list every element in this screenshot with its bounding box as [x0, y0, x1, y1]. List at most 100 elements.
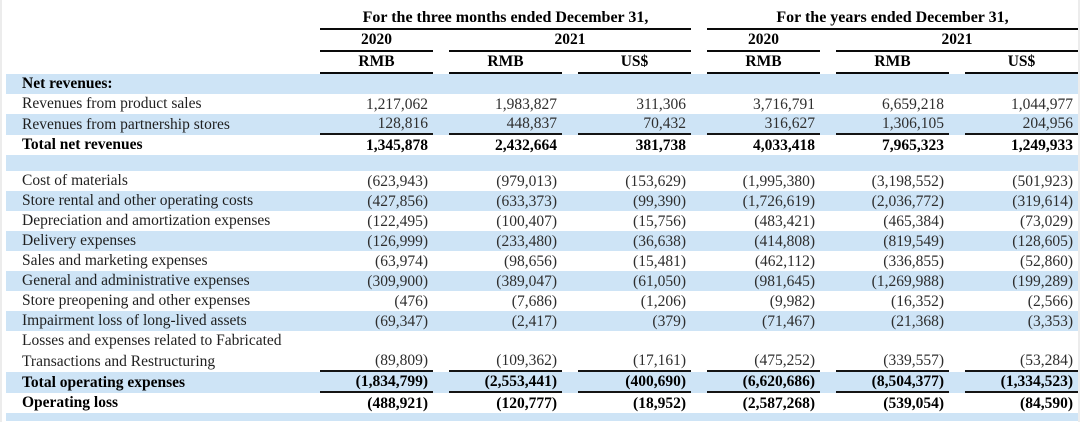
value-cell: (1,206): [562, 291, 691, 311]
value-cell: [562, 74, 691, 94]
cell-value: (819,549): [883, 233, 944, 250]
period-header-row: For the three months ended December 31, …: [6, 0, 1078, 30]
cell-value: (6,620,686): [707, 372, 820, 393]
value-cell: (17,161): [562, 351, 691, 372]
cell-value: (336,855): [883, 253, 944, 270]
value-cell: (98,656): [433, 251, 562, 271]
cell-value: (465,384): [883, 213, 944, 230]
cell-value: (7,686): [511, 293, 557, 310]
value-cell: 448,837: [433, 114, 562, 135]
row-label: General and administrative expenses: [22, 272, 250, 289]
cell-value: 1,983,827: [495, 96, 557, 113]
header-spacer-cell: [6, 30, 304, 52]
value-cell: 316,627: [691, 114, 820, 135]
value-cell: (18,952): [562, 393, 691, 413]
value-cell: [304, 413, 433, 421]
cell-value: 3,716,791: [753, 96, 815, 113]
year-header-2020-fy: 2020: [691, 30, 820, 52]
header-spacer-cell: [6, 52, 304, 74]
value-cell: (379): [562, 311, 691, 331]
value-cell: 128,816: [304, 114, 433, 135]
value-cell: (981,645): [691, 271, 820, 291]
cell-value: 1,044,977: [1011, 96, 1073, 113]
value-cell: (414,808): [691, 231, 820, 251]
value-cell: 1,345,878: [304, 135, 433, 155]
cell-value: (476): [394, 293, 428, 310]
value-cell: (109,362): [433, 351, 562, 372]
value-cell: (199,289): [949, 271, 1078, 291]
cell-value: (71,467): [762, 313, 815, 330]
cell-value: (17,161): [578, 351, 691, 372]
value-cell: (462,112): [691, 251, 820, 271]
period-header-years-label: For the years ended December 31,: [707, 9, 1078, 30]
cell-value: (633,373): [496, 193, 557, 210]
value-cell: [304, 74, 433, 94]
value-cell: (6,620,686): [691, 372, 820, 393]
value-cell: (336,855): [820, 251, 949, 271]
table-row: Losses and expenses related to Fabricate…: [6, 331, 1078, 351]
cell-value: (109,362): [449, 351, 562, 372]
table-body: Net revenues: Revenues from product sales…: [6, 74, 1078, 421]
value-cell: (3,198,552): [820, 171, 949, 191]
cell-value: (61,050): [633, 273, 686, 290]
value-cell: (16,352): [820, 291, 949, 311]
cell-value: (100,407): [496, 213, 557, 230]
value-cell: [562, 413, 691, 421]
value-cell: [691, 155, 820, 171]
value-cell: (539,054): [820, 393, 949, 413]
cell-value: (427,856): [367, 193, 428, 210]
value-cell: (8,504,377): [820, 372, 949, 393]
cell-value: (414,808): [754, 233, 815, 250]
cell-value: (153,629): [625, 173, 686, 190]
value-cell: 4,033,418: [691, 135, 820, 155]
row-label: Depreciation and amortization expenses: [22, 212, 271, 229]
value-cell: (36,638): [562, 231, 691, 251]
cell-value: (319,614): [1012, 193, 1073, 210]
table-row: Total net revenues 1,345,878 2,432,664 381,…: [6, 135, 1078, 155]
cell-value: (400,690): [578, 372, 691, 393]
cell-value: (84,590): [1020, 395, 1073, 412]
cell-value: 128,816: [320, 114, 433, 135]
table-row: Revenues from partnership stores 128,816 4…: [6, 114, 1078, 135]
table-row: Net revenues:: [6, 74, 1078, 94]
value-cell: 70,432: [562, 114, 691, 135]
cell-value: (2,587,268): [742, 395, 815, 412]
value-cell: (389,047): [433, 271, 562, 291]
value-cell: (53,284): [949, 351, 1078, 372]
value-cell: (15,756): [562, 211, 691, 231]
cell-value: (98,656): [504, 253, 557, 270]
value-cell: (52,860): [949, 251, 1078, 271]
period-header-three-months: For the three months ended December 31,: [304, 0, 691, 30]
value-cell: 2,432,664: [433, 135, 562, 155]
table-row: Depreciation and amortization expenses (1…: [6, 211, 1078, 231]
value-cell: (400,690): [562, 372, 691, 393]
cell-value: 204,956: [965, 114, 1078, 135]
value-cell: (339,557): [820, 351, 949, 372]
table-row: Operating loss (488,921) (120,777) (18,952)…: [6, 393, 1078, 413]
value-cell: (2,417): [433, 311, 562, 331]
value-cell: (3,353): [949, 311, 1078, 331]
value-cell: (7,686): [433, 291, 562, 311]
table-row: Store rental and other operating costs (4…: [6, 191, 1078, 211]
table-row: Cost of materials (623,943) (979,013) (153,…: [6, 171, 1078, 191]
value-cell: 381,738: [562, 135, 691, 155]
cell-value: (1,995,380): [742, 173, 815, 190]
row-label: [6, 413, 304, 421]
value-cell: (309,900): [304, 271, 433, 291]
value-cell: (128,605): [949, 231, 1078, 251]
cell-value: (488,921): [367, 395, 428, 412]
value-cell: [433, 155, 562, 171]
value-cell: (465,384): [820, 211, 949, 231]
year-header-2020-q: 2020: [304, 30, 433, 52]
currency-header: US$: [949, 52, 1078, 74]
value-cell: (2,553,441): [433, 372, 562, 393]
value-cell: [949, 155, 1078, 171]
value-cell: (623,943): [304, 171, 433, 191]
cell-value: (89,809): [320, 351, 433, 372]
cell-value: 1,306,105: [836, 114, 949, 135]
cell-value: (122,495): [367, 213, 428, 230]
year-header-2021-q: 2021: [433, 30, 691, 52]
value-cell: (475,252): [691, 351, 820, 372]
year-header-2021-fy: 2021: [820, 30, 1078, 52]
value-cell: (89,809): [304, 351, 433, 372]
